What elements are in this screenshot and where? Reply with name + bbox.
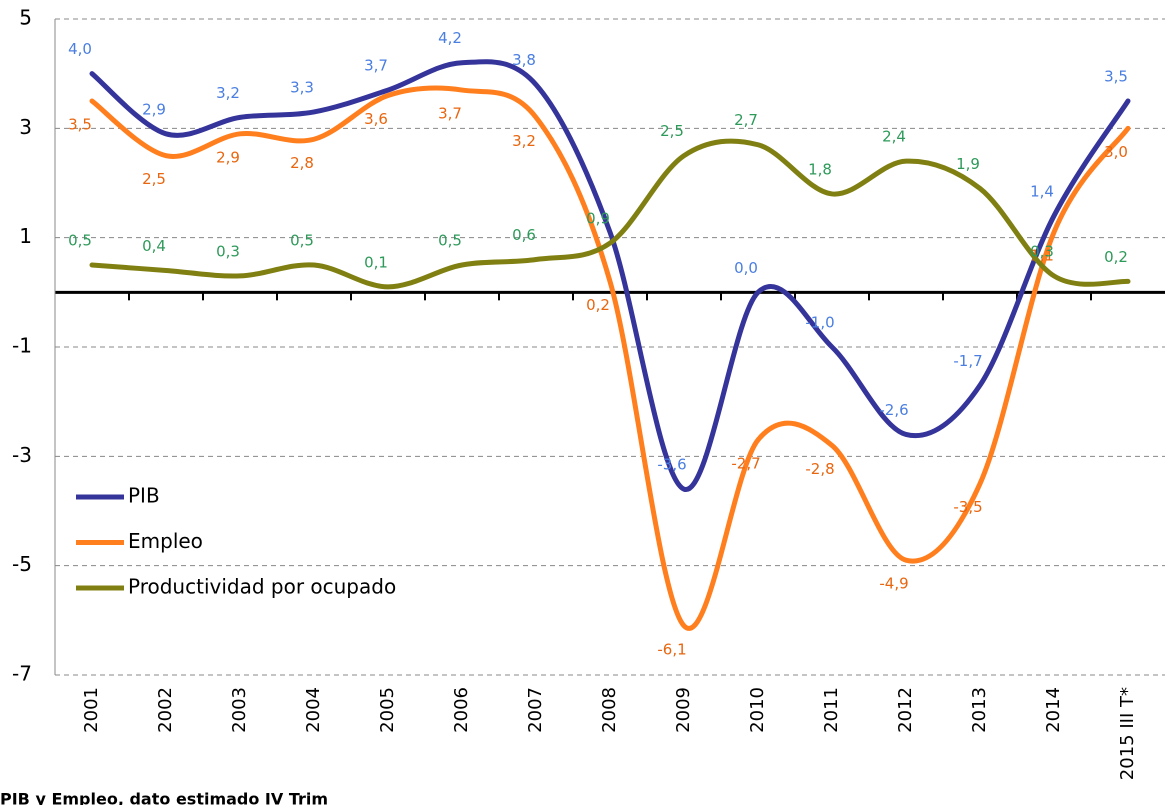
data-label: 3,5 xyxy=(1104,68,1128,86)
legend-label: Productividad por ocupado xyxy=(128,575,396,599)
data-label: 4,0 xyxy=(68,40,92,58)
data-label: 2,8 xyxy=(290,154,314,172)
data-label: 0,3 xyxy=(216,242,240,260)
x-tick-label: 2015 III T* xyxy=(1117,687,1138,780)
line xyxy=(89,138,1131,290)
data-label: -3,5 xyxy=(953,498,982,516)
data-label: 0,1 xyxy=(364,253,388,271)
x-tick-label: 2001 xyxy=(81,687,102,733)
x-tick-label: 2010 xyxy=(747,687,768,733)
data-label: 3,3 xyxy=(290,78,314,96)
x-tick-label: 2005 xyxy=(377,687,398,733)
data-label: -2,8 xyxy=(805,460,834,478)
data-label: -3,6 xyxy=(657,456,686,474)
x-tick-label: 2002 xyxy=(155,687,176,733)
data-label: 3,5 xyxy=(68,116,92,134)
data-label: 3,2 xyxy=(512,132,536,150)
data-label: 3,6 xyxy=(364,110,388,128)
y-tick-label: -7 xyxy=(12,662,32,686)
x-tick-label: 2009 xyxy=(673,687,694,733)
data-label: 2,9 xyxy=(216,148,240,166)
data-label: 0,2 xyxy=(586,296,610,314)
data-label: 3,2 xyxy=(216,84,240,102)
data-label: 3,7 xyxy=(438,105,462,123)
line xyxy=(89,85,1131,631)
x-tick-label: 2004 xyxy=(303,687,324,733)
data-label: 0,5 xyxy=(68,232,92,250)
data-label: 0,5 xyxy=(290,232,314,250)
data-label: -1,7 xyxy=(953,352,982,370)
data-label: 2,9 xyxy=(142,100,166,118)
line xyxy=(89,59,1131,492)
data-label: 4,2 xyxy=(438,29,462,47)
data-label: 1,9 xyxy=(956,155,980,173)
legend-label: Empleo xyxy=(128,529,203,553)
footnote: PIB y Empleo, dato estimado IV Trim xyxy=(0,790,328,806)
y-tick-label: 1 xyxy=(19,224,32,248)
x-tick-label: 2007 xyxy=(525,687,546,733)
data-label: 2,5 xyxy=(142,170,166,188)
x-tick-label: 2008 xyxy=(599,687,620,733)
data-label: -1,0 xyxy=(805,314,834,332)
x-tick-label: 2014 xyxy=(1043,687,1064,733)
y-tick-label: -3 xyxy=(12,443,32,467)
x-tick-label: 2003 xyxy=(229,687,250,733)
data-label: 2,7 xyxy=(734,111,758,129)
data-label: 0,2 xyxy=(1104,248,1128,266)
data-label: -2,7 xyxy=(731,454,760,472)
data-label: 0,6 xyxy=(512,226,536,244)
data-label: 0,3 xyxy=(1030,242,1054,260)
y-tick-label: -5 xyxy=(12,552,32,576)
x-tick-label: 2013 xyxy=(969,687,990,733)
data-label: 0,9 xyxy=(586,210,610,228)
legend-label: PIB xyxy=(128,484,160,508)
data-label: 2,4 xyxy=(882,128,906,146)
x-tick-label: 2012 xyxy=(895,687,916,733)
data-label: 2,5 xyxy=(660,122,684,140)
data-label: -2,6 xyxy=(879,401,908,419)
x-tick-label: 2011 xyxy=(821,687,842,733)
data-label: 0,5 xyxy=(438,232,462,250)
data-label: -6,1 xyxy=(657,640,686,658)
data-label: 1,8 xyxy=(808,160,832,178)
x-tick-label: 2006 xyxy=(451,687,472,733)
data-label: 3,7 xyxy=(364,57,388,75)
y-tick-label: -1 xyxy=(12,334,32,358)
data-label: 1,4 xyxy=(1030,182,1054,200)
data-label: 0,0 xyxy=(734,259,758,277)
data-label: 3,8 xyxy=(512,51,536,69)
data-label: -4,9 xyxy=(879,575,908,593)
y-tick-label: 5 xyxy=(19,6,32,30)
data-label: 0,4 xyxy=(142,237,166,255)
y-tick-label: 3 xyxy=(19,115,32,139)
data-label: 3,0 xyxy=(1104,143,1128,161)
